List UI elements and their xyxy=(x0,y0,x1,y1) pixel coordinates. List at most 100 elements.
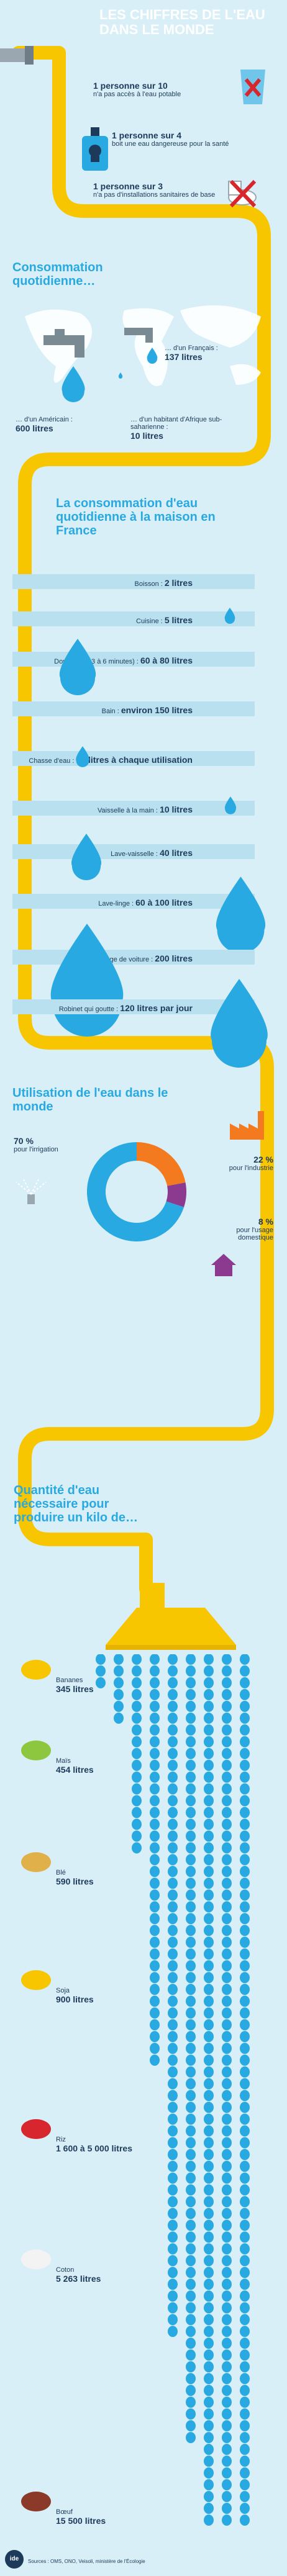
food-item: Bananes 345 litres xyxy=(56,1676,94,1695)
water-drop-icon xyxy=(222,2349,232,2361)
water-drop-icon xyxy=(240,1772,250,1783)
usa-stat: … d'un Américain : 600 litres xyxy=(16,416,102,433)
water-drop-icon xyxy=(168,1772,178,1783)
water-drop-icon xyxy=(186,1996,196,2007)
no-water-glass-icon xyxy=(237,68,268,106)
water-drop-icon xyxy=(204,2208,214,2219)
water-drop-icon xyxy=(204,1713,214,1724)
water-drop-icon xyxy=(132,1654,142,1665)
water-drop-icon xyxy=(150,1689,160,1700)
water-drop-icon xyxy=(240,2408,250,2420)
water-drop-icon xyxy=(186,2055,196,2066)
water-drop-icon xyxy=(222,2456,232,2467)
home-item-label: Bain : environ 150 litres xyxy=(102,705,193,715)
water-drop-icon xyxy=(168,1819,178,1830)
water-drop-icon xyxy=(204,2114,214,2125)
water-drop-icon xyxy=(224,608,236,624)
water-drop-icon xyxy=(186,2243,196,2254)
water-drop-icon xyxy=(150,2007,160,2019)
water-drop-icon xyxy=(186,2078,196,2089)
home-item-band: Bain : environ 150 litres xyxy=(12,701,255,716)
water-drop-icon xyxy=(240,2125,250,2137)
water-drop-icon xyxy=(222,1842,232,1853)
water-drop-icon xyxy=(186,2420,196,2431)
water-drop-icon xyxy=(204,1937,214,1948)
water-drop-icon xyxy=(204,2349,214,2361)
water-drop-icon xyxy=(150,1677,160,1688)
water-drop-icon xyxy=(222,2408,232,2420)
water-drop-icon xyxy=(240,1736,250,1747)
water-drop-icon xyxy=(222,2208,232,2219)
food-value: 590 litres xyxy=(56,1876,94,1886)
water-drop-icon xyxy=(222,1996,232,2007)
page-title: LES CHIFFRES DE L'EAU DANS LE MONDE xyxy=(99,7,280,37)
water-drop-icon xyxy=(168,2102,178,2113)
stat-1-text: n'a pas accès à l'eau potable xyxy=(93,91,181,98)
water-drop-icon xyxy=(114,1701,124,1712)
water-drop-icon xyxy=(222,2031,232,2042)
water-drop-icon xyxy=(186,1960,196,1971)
water-drop-icon xyxy=(186,1972,196,1983)
water-drop-icon xyxy=(150,1854,160,1865)
water-drop-icon xyxy=(240,2137,250,2148)
water-drop-icon xyxy=(204,2373,214,2384)
water-drop-icon xyxy=(204,1819,214,1830)
water-drop-icon xyxy=(204,2090,214,2101)
water-drop-icon xyxy=(186,1913,196,1924)
home-item-band: Chasse d'eau : 10 litres à chaque utilis… xyxy=(12,751,255,766)
water-drop-icon xyxy=(222,1736,232,1747)
water-drop-icon xyxy=(186,2231,196,2243)
water-drop-icon xyxy=(204,1665,214,1677)
title-line-1: LES CHIFFRES DE L'EAU xyxy=(99,7,265,22)
water-drop-icon xyxy=(168,1960,178,1971)
water-drop-icon xyxy=(204,2231,214,2243)
home-item-band: Douche (de 3 à 6 minutes) : 60 à 80 litr… xyxy=(12,652,255,667)
tap-icon xyxy=(0,43,37,68)
water-drop-icon xyxy=(222,2290,232,2302)
water-drop-icon xyxy=(204,1807,214,1818)
water-drop-icon xyxy=(204,1948,214,1960)
water-drop-icon xyxy=(186,2338,196,2349)
water-drop-icon xyxy=(240,2279,250,2290)
water-drop-icon xyxy=(204,1901,214,1912)
home-item-band: Robinet qui goutte : 120 litres par jour xyxy=(12,999,255,1014)
water-drop-icon xyxy=(222,1913,232,1924)
water-drop-icon xyxy=(204,2326,214,2337)
water-drop-icon xyxy=(204,2467,214,2479)
water-drop-icon xyxy=(204,2255,214,2266)
domestic-slice xyxy=(166,1182,186,1207)
water-drop-icon xyxy=(186,2066,196,2078)
water-drop-icon xyxy=(186,2114,196,2125)
water-drop-icon xyxy=(168,2066,178,2078)
water-drop-icon xyxy=(150,1960,160,1971)
water-drop-icon xyxy=(222,2007,232,2019)
water-drop-icon xyxy=(240,2373,250,2384)
home-item-value: 60 à 100 litres xyxy=(135,898,193,907)
water-drop-icon xyxy=(168,1854,178,1865)
water-drop-icon xyxy=(96,1665,106,1677)
home-item-band: Lave-vaisselle : 40 litres xyxy=(12,844,255,859)
water-drop-icon xyxy=(168,1736,178,1747)
usage-title: Utilisation de l'eau dans le monde xyxy=(12,1086,168,1114)
water-drop-icon xyxy=(204,2055,214,2066)
food-value: 5 263 litres xyxy=(56,2274,101,2284)
factory-icon xyxy=(230,1111,267,1140)
water-drop-icon xyxy=(222,2279,232,2290)
water-drop-icon xyxy=(150,1842,160,1853)
water-drop-icon xyxy=(168,2196,178,2207)
water-drop-icon xyxy=(168,2208,178,2219)
water-drop-icon xyxy=(222,1972,232,1983)
home-item-label: Chasse d'eau : 10 litres à chaque utilis… xyxy=(29,755,193,765)
water-drop-icon xyxy=(240,2173,250,2184)
water-drop-icon xyxy=(204,1831,214,1842)
cotton-icon xyxy=(17,2241,55,2278)
home-item-value: 60 à 80 litres xyxy=(140,655,193,665)
water-drop-icon xyxy=(240,2031,250,2042)
water-drop-icon xyxy=(240,1901,250,1912)
shower-head-icon xyxy=(93,1583,248,1651)
water-drop-icon xyxy=(43,924,130,1037)
water-drop-icon xyxy=(204,1889,214,1901)
water-drop-icon xyxy=(204,2432,214,2443)
water-drop-icon xyxy=(168,2055,178,2066)
water-drop-icon xyxy=(204,2290,214,2302)
